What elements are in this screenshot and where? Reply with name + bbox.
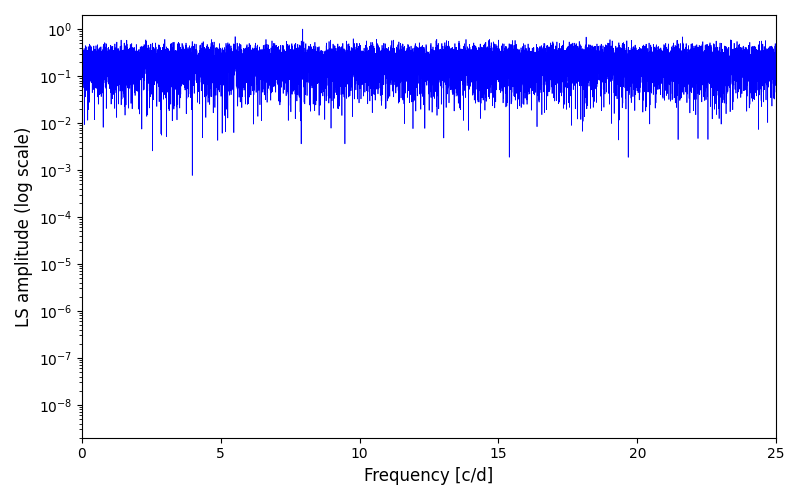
- X-axis label: Frequency [c/d]: Frequency [c/d]: [364, 467, 494, 485]
- Y-axis label: LS amplitude (log scale): LS amplitude (log scale): [15, 126, 33, 326]
